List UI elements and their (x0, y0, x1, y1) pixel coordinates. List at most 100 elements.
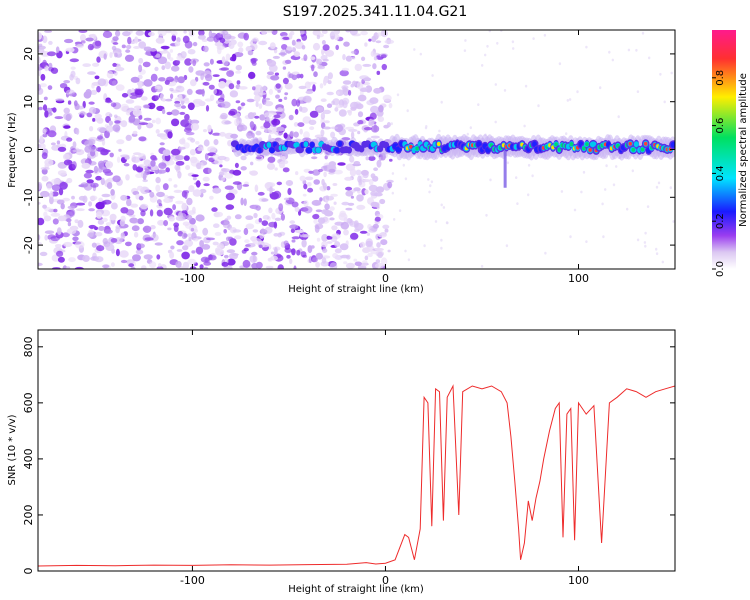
noise-blob (382, 224, 390, 229)
noise-blob (86, 112, 93, 118)
noise-blob (274, 217, 282, 221)
noise-blob (272, 112, 277, 116)
noise-blob (102, 217, 108, 222)
noise-blob (140, 96, 148, 101)
noise-blob (42, 133, 48, 138)
noise-blob (340, 221, 350, 230)
noise-blob (164, 61, 171, 70)
noise-blob (192, 59, 197, 67)
noise-blob (168, 216, 175, 222)
noise-blob (38, 63, 41, 69)
noise-blob (96, 245, 105, 252)
noise-blob (59, 181, 68, 190)
noise-blob (202, 227, 209, 236)
noise-blob (255, 101, 259, 108)
noise-blob (333, 169, 343, 175)
noise-blob (68, 257, 76, 263)
noise-blob (434, 220, 438, 223)
noise-blob (94, 75, 100, 80)
noise-blob (341, 67, 350, 72)
noise-blob (345, 262, 355, 269)
noise-blob (125, 44, 132, 50)
noise-blob (74, 266, 84, 269)
noise-blob (150, 159, 156, 167)
noise-blob (201, 88, 205, 97)
noise-blob (189, 119, 200, 125)
noise-blob (270, 255, 279, 261)
noise-blob (599, 86, 602, 90)
noise-blob (334, 107, 339, 112)
snr-plot-area (38, 330, 675, 571)
noise-blob (268, 64, 278, 73)
noise-blob (170, 245, 175, 250)
noise-blob (370, 135, 380, 139)
noise-blob (429, 184, 432, 188)
noise-blob (282, 36, 291, 41)
noise-blob (181, 251, 190, 260)
noise-blob (112, 175, 121, 183)
colorbar-tick-label: 0.2 (715, 213, 726, 229)
noise-blob (283, 240, 289, 246)
noise-blob (382, 94, 392, 102)
noise-blob (111, 45, 117, 51)
noise-blob (156, 209, 163, 217)
noise-blob (171, 148, 181, 156)
noise-blob (213, 88, 218, 95)
noise-blob (259, 114, 266, 121)
noise-blob (179, 111, 186, 115)
noise-blob (174, 103, 182, 108)
signal-core (257, 147, 262, 154)
noise-blob (277, 89, 281, 93)
noise-blob (363, 127, 373, 131)
noise-blob (304, 176, 314, 181)
noise-blob (348, 89, 352, 96)
noise-blob (60, 203, 65, 210)
noise-blob (370, 105, 379, 114)
noise-blob (189, 156, 198, 164)
snr-panel: -100 0 100 0 200 400 600 800 Height of straight… (7, 329, 676, 595)
noise-blob (82, 195, 88, 203)
noise-blob (171, 65, 180, 72)
noise-blob (280, 213, 285, 221)
noise-blob (404, 249, 407, 253)
noise-blob (244, 239, 250, 244)
noise-blob (70, 66, 76, 70)
signal-core (640, 147, 645, 152)
noise-blob (368, 184, 378, 192)
noise-blob (350, 50, 357, 54)
signal-core (268, 147, 276, 154)
noise-blob (299, 73, 304, 79)
x-tick-label: 100 (568, 574, 589, 587)
noise-blob (371, 35, 377, 43)
noise-blob (207, 146, 217, 153)
noise-blob (106, 70, 114, 79)
noise-blob (240, 102, 246, 107)
noise-blob (169, 87, 174, 92)
noise-blob (267, 156, 276, 163)
snr-series-line (38, 384, 675, 567)
noise-blob (193, 237, 199, 242)
noise-blob (315, 252, 323, 260)
noise-blob (655, 247, 658, 251)
noise-blob (327, 236, 333, 240)
noise-blob (362, 63, 372, 67)
noise-blob (165, 167, 170, 173)
noise-blob (375, 262, 384, 269)
noise-blob (102, 168, 112, 174)
noise-blob (238, 86, 248, 90)
colorbar-tick-label: 0.4 (715, 165, 726, 181)
noise-blob (163, 194, 169, 198)
noise-blob (129, 217, 139, 224)
noise-blob (208, 255, 217, 261)
noise-blob (274, 72, 279, 76)
noise-blob (164, 154, 171, 162)
noise-blob (359, 87, 369, 92)
y-tick-label: 800 (22, 336, 35, 357)
signal-core (309, 141, 315, 148)
noise-blob (302, 254, 307, 258)
noise-blob (331, 225, 338, 231)
noise-blob (368, 118, 375, 126)
noise-blob (325, 49, 335, 57)
noise-blob (134, 88, 144, 96)
noise-blob (203, 62, 210, 67)
